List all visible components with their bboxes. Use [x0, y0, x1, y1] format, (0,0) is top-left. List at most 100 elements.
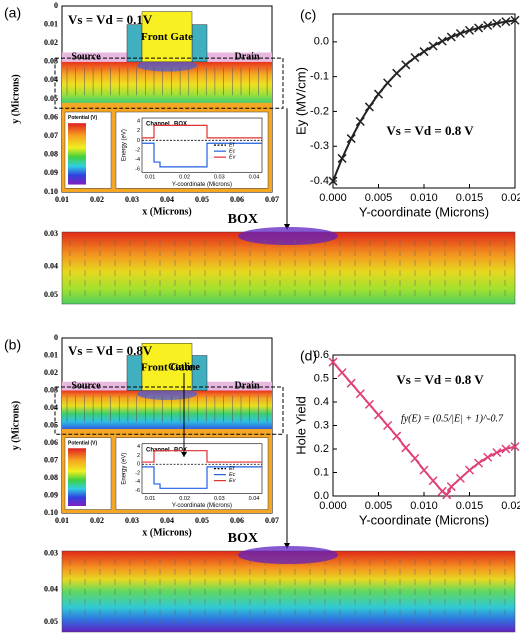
inset-y-tick: 2 [137, 453, 140, 459]
marker [364, 102, 374, 112]
y-tick-label: 0.2 [314, 443, 329, 455]
cut-region [54, 57, 284, 109]
inset-x-label: Y-coordinate (Microns) [172, 182, 232, 188]
x-tick-label: 0.015 [456, 192, 484, 204]
channel-peak [137, 388, 197, 400]
y-tick-label: 0.07 [44, 131, 58, 140]
x-tick-label: 0.06 [230, 516, 244, 525]
y-tick-label: 0.01 [44, 19, 58, 28]
marker [455, 473, 465, 483]
marker [392, 68, 402, 78]
y-tick-label: 0.08 [44, 473, 58, 482]
legend-text: Ec [229, 472, 236, 478]
strip [61, 550, 516, 633]
panel-title: Vs = Vd = 0.8V [68, 343, 153, 358]
marker [442, 490, 452, 500]
drain-text: Drain [235, 51, 260, 62]
marker [455, 28, 465, 39]
marker [474, 458, 484, 468]
x-axis-label: Y-coordinate (Microns) [359, 204, 489, 219]
marker [492, 18, 502, 28]
marker [464, 465, 475, 475]
y-axis-label: y (Microns) [10, 401, 21, 451]
inset-y-tick: 4 [137, 118, 140, 124]
marker [328, 357, 338, 367]
y-tick-label: 0 [54, 333, 58, 342]
y-tick-label: 0.06 [44, 438, 58, 447]
panel-label: (b) [4, 337, 21, 353]
marker [510, 442, 520, 452]
inset-x-tick: 0.02 [179, 496, 190, 502]
marker [419, 465, 429, 475]
arrow-head [284, 543, 290, 549]
inset-channel: Channel [146, 122, 170, 128]
band-line [142, 466, 262, 489]
spacer [126, 24, 143, 63]
marker [492, 447, 502, 458]
marker [373, 410, 384, 420]
inset-y-tick: -2 [135, 470, 140, 476]
y-tick-label: 0.01 [44, 350, 58, 359]
drain-text: Drain [235, 380, 260, 391]
pink-source [62, 381, 127, 391]
x-axis-label: x (Microns) [142, 206, 192, 217]
inset-y-tick: 0 [137, 138, 140, 144]
y-tick-label: 0.10 [44, 187, 58, 196]
inset-box [115, 437, 269, 510]
marker [446, 482, 456, 492]
x-axis-label: x (Microns) [142, 527, 192, 538]
x-tick-label: 0.06 [230, 195, 244, 204]
inset-x-tick: 0.02 [179, 175, 190, 181]
strip-y-tick: 0.05 [44, 290, 58, 299]
x-tick-label: 0.03 [125, 516, 139, 525]
panel-label: (c) [300, 7, 316, 23]
strip-y-tick: 0.04 [44, 261, 58, 270]
y-tick-label: 0 [54, 1, 58, 10]
marker [401, 443, 411, 453]
x-tick-label: 0.020 [501, 500, 520, 512]
y-tick-label: 0.03 [44, 57, 58, 66]
marker [373, 89, 384, 99]
y-tick-label: 0.6 [314, 349, 329, 361]
inset-x-tick: 0.01 [145, 496, 156, 502]
inset-x-tick: 0.01 [145, 175, 156, 181]
legend-text: Ev [229, 155, 237, 161]
y-tick-label: 0.4 [314, 396, 329, 408]
y-axis-label: Hole Yield [293, 396, 308, 455]
gate-text: Front Gate [141, 31, 193, 43]
x-tick-label: 0.05 [195, 195, 209, 204]
marker [474, 23, 484, 33]
y-tick-label: 0.09 [44, 168, 58, 177]
inset-y-tick: 2 [137, 128, 140, 134]
formula: fy(E) = (0.5/|E| + 1)^-0.7 [401, 413, 504, 424]
strip-title: BOX [228, 531, 258, 546]
panel-label: (d) [300, 348, 317, 364]
strip-title: BOX [228, 212, 258, 227]
marker [410, 52, 420, 63]
y-tick-label: 0.09 [44, 490, 58, 499]
cutline-text: Cutline [168, 362, 200, 373]
channel-peak [137, 59, 197, 72]
y-tick-label: 0.3 [314, 419, 329, 431]
marker [464, 25, 475, 35]
inset-y-tick: 4 [137, 444, 140, 450]
y-tick-label: 0.08 [44, 150, 58, 159]
marker [510, 15, 520, 25]
inset-y-tick: -4 [135, 157, 140, 163]
y-tick-label: 0.03 [44, 385, 58, 394]
marker [383, 78, 393, 88]
marker [392, 431, 402, 441]
marker [446, 32, 456, 42]
spacer [126, 355, 143, 391]
pink-source [62, 52, 127, 62]
x-tick-label: 0.02 [90, 516, 104, 525]
strip-y-tick: 0.03 [44, 548, 58, 557]
marker [483, 20, 493, 31]
x-tick-label: 0.02 [90, 195, 104, 204]
marker [364, 399, 374, 409]
pink-drain [207, 381, 272, 391]
inset-y-label: Energy (eV) [122, 129, 128, 161]
y-tick-label: 0.0 [314, 36, 329, 48]
y-tick-label: -0.2 [310, 105, 329, 117]
y-tick-label: 0.05 [44, 94, 58, 103]
